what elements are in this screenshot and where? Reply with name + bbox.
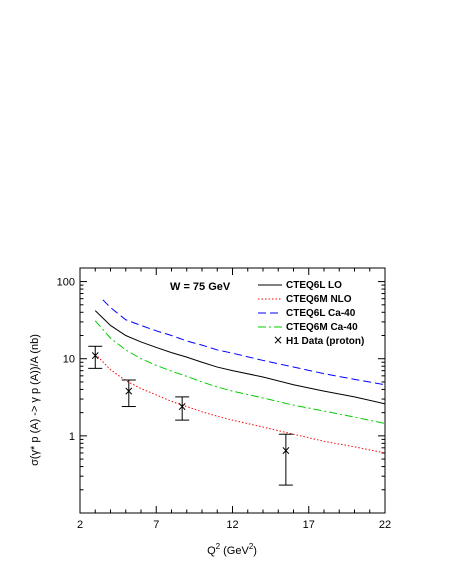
- data-point-marker: ×: [90, 349, 100, 363]
- legend-label-3: CTEQ6M Ca-40: [286, 322, 358, 333]
- annotation-w: W = 75 GeV: [170, 281, 231, 293]
- x-tick-label: 12: [226, 519, 238, 531]
- y-axis-title: σ(γ* p (A) -> γ p (A))/A (nb): [29, 334, 41, 466]
- x-axis-title-unit-post: ): [253, 545, 257, 557]
- x-tick-label: 7: [153, 519, 159, 531]
- y-tick-label: 10: [63, 354, 75, 366]
- data-point-marker: ×: [177, 400, 187, 414]
- series-line-3: [94, 320, 386, 424]
- x-axis-title-unit-sup: 2: [249, 542, 254, 551]
- x-axis-title-sup: 2: [216, 542, 221, 551]
- legend-marker-data: ×: [273, 333, 283, 347]
- x-tick-label: 22: [379, 519, 391, 531]
- legend-label-data: H1 Data (proton): [286, 336, 364, 347]
- x-tick-label: 17: [303, 519, 315, 531]
- data-point-marker: ×: [124, 384, 134, 398]
- y-tick-label: 1: [69, 431, 75, 443]
- x-axis-title-main: Q: [207, 545, 216, 557]
- legend-label-1: CTEQ6M NLO: [286, 294, 352, 305]
- y-tick-label: 100: [57, 277, 75, 289]
- x-axis-title-unit-pre: (GeV: [220, 545, 249, 557]
- x-tick-label: 2: [77, 519, 83, 531]
- legend-label-0: CTEQ6L LO: [286, 280, 342, 291]
- series-line-1: [94, 353, 386, 454]
- legend-label-2: CTEQ6L Ca-40: [286, 308, 356, 319]
- series-line-0: [94, 310, 386, 405]
- plot-area: 2 7 12 17 22 1 10 100 × × × ×: [57, 267, 391, 531]
- x-axis-title: Q2 (GeV2): [207, 542, 257, 557]
- data-point-marker: ×: [281, 443, 291, 457]
- legend: CTEQ6L LO CTEQ6M NLO CTEQ6L Ca-40 CTEQ6M Ca…: [258, 280, 364, 347]
- series-line-2: [102, 299, 386, 386]
